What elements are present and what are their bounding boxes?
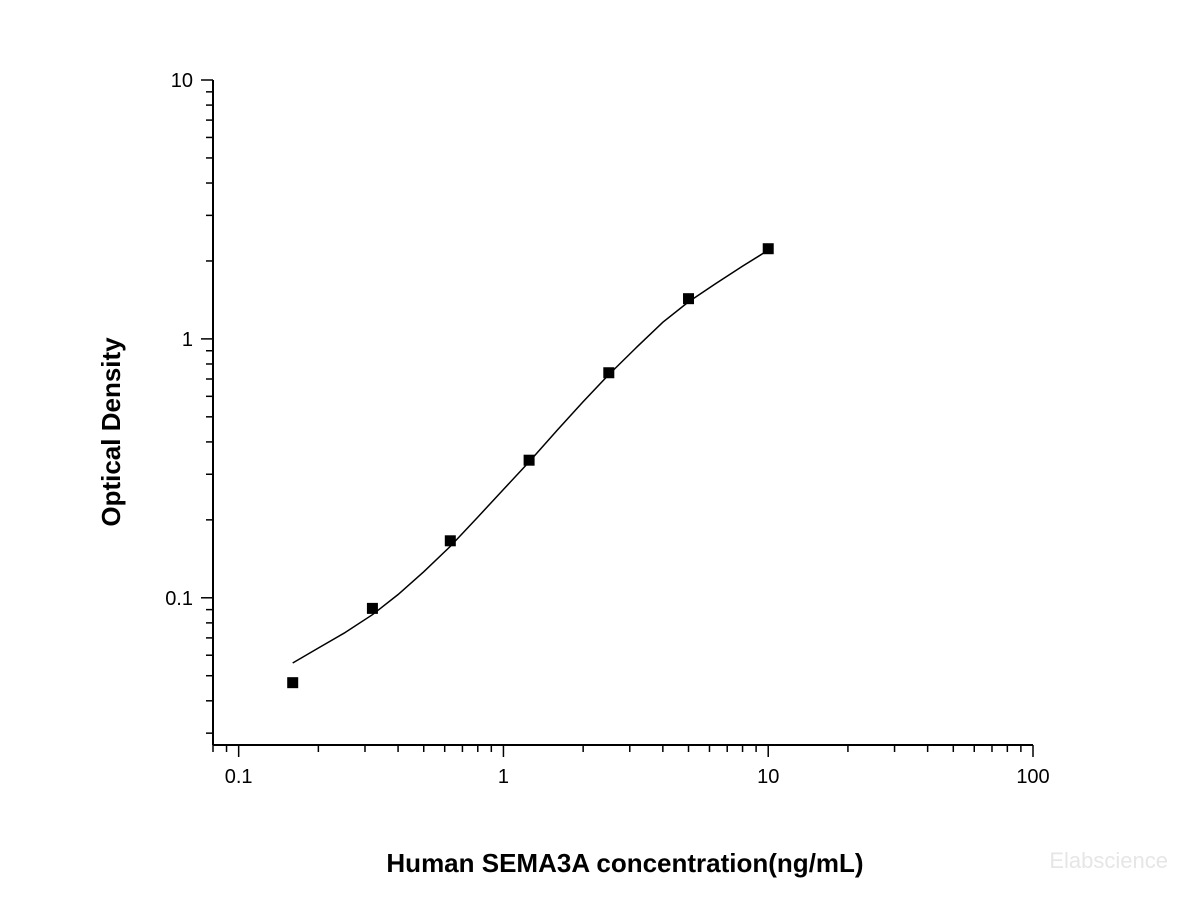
x-tick-label: 100 xyxy=(1016,766,1049,788)
data-point xyxy=(762,243,774,255)
axes xyxy=(212,80,1033,746)
data-point xyxy=(444,535,456,547)
data-point xyxy=(366,602,378,614)
x-axis-title: Human SEMA3A concentration(ng/mL) xyxy=(386,848,863,878)
y-axis-title: Optical Density xyxy=(96,337,126,527)
data-point xyxy=(523,454,535,466)
data-point xyxy=(287,677,299,689)
x-axis-ticks: 0.1 1 10 100 xyxy=(212,745,1050,788)
x-tick-label: 1 xyxy=(498,766,509,788)
y-tick-label: 10 xyxy=(171,70,193,92)
data-point xyxy=(603,367,615,379)
y-tick-label: 1 xyxy=(182,329,193,351)
data-points-layer xyxy=(287,243,774,689)
x-tick-label: 0.1 xyxy=(225,766,253,788)
x-tick-label: 10 xyxy=(757,766,779,788)
y-tick-label: 0.1 xyxy=(165,588,193,610)
y-axis-ticks: 0.1 1 10 xyxy=(165,70,213,734)
watermark: Elabscience xyxy=(1049,848,1168,873)
data-point xyxy=(683,293,695,305)
